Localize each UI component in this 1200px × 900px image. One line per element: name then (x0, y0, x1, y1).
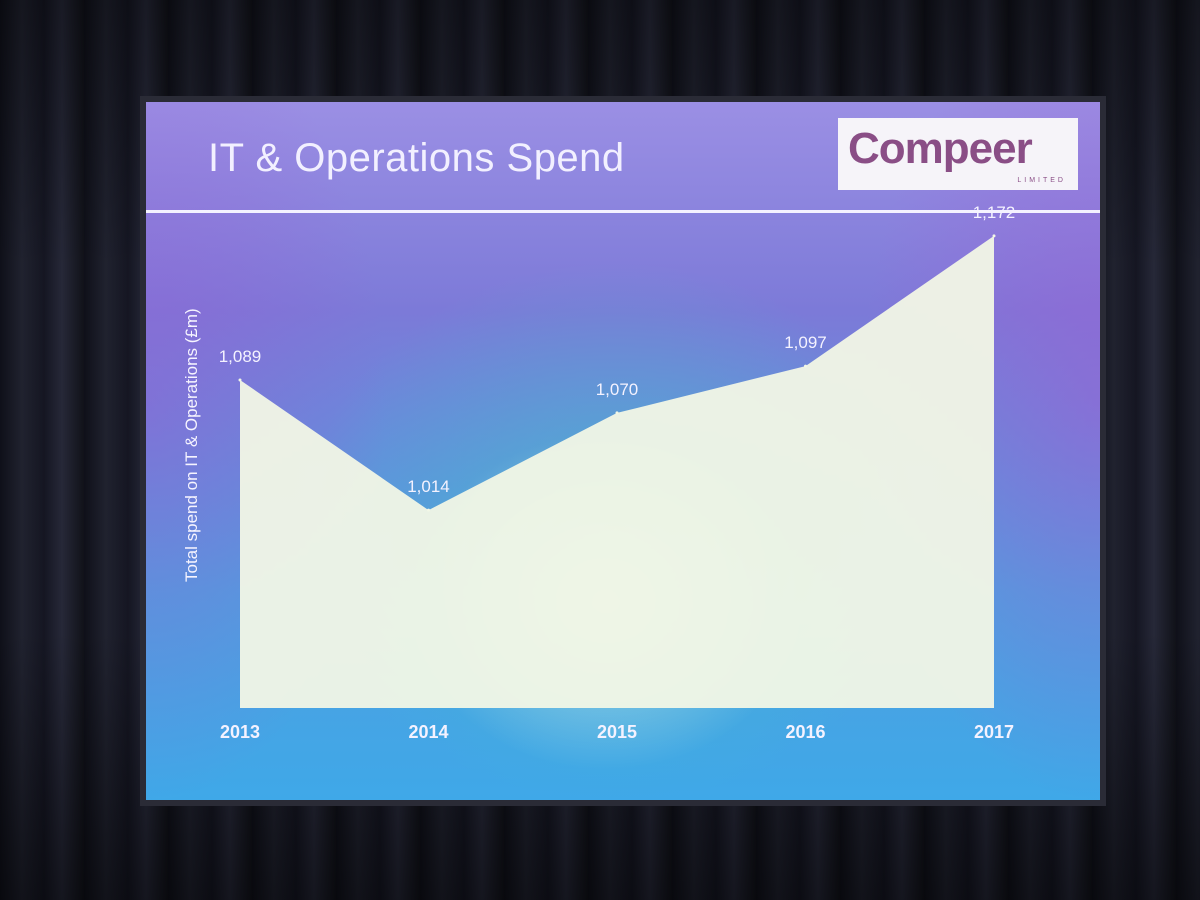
data-point-2016 (804, 364, 807, 368)
y-axis-label: Total spend on IT & Operations (£m) (182, 308, 201, 582)
logo-subtitle: LIMITED (1017, 177, 1066, 184)
area-chart: 1,089 1,014 1,070 1,097 1,172 2013 2014 2015 201… (219, 203, 1016, 742)
x-tick-label-2013: 2013 (220, 722, 260, 742)
data-point-2015 (615, 411, 619, 415)
x-tick-label-2014: 2014 (408, 722, 448, 742)
data-label-2015: 1,070 (596, 380, 639, 399)
data-label-2016: 1,097 (784, 333, 827, 352)
company-logo: Compeer LIMITED (838, 118, 1078, 190)
data-point-2017 (992, 234, 996, 238)
logo-wordmark: Compeer (848, 124, 1033, 173)
data-label-2014: 1,014 (407, 477, 450, 496)
x-tick-label-2016: 2016 (785, 722, 825, 742)
data-label-2017: 1,172 (973, 203, 1016, 222)
x-tick-label-2017: 2017 (974, 722, 1014, 742)
slide-title: IT & Operations Spend (208, 136, 625, 180)
presentation-slide: IT & Operations Spend Compeer LIMITED 1,… (146, 102, 1100, 800)
data-label-2013: 1,089 (219, 347, 262, 366)
area-series (240, 235, 994, 708)
data-point-2013 (238, 378, 242, 382)
title-divider (146, 210, 1100, 213)
x-tick-label-2015: 2015 (597, 722, 637, 742)
data-point-2014 (427, 508, 430, 512)
